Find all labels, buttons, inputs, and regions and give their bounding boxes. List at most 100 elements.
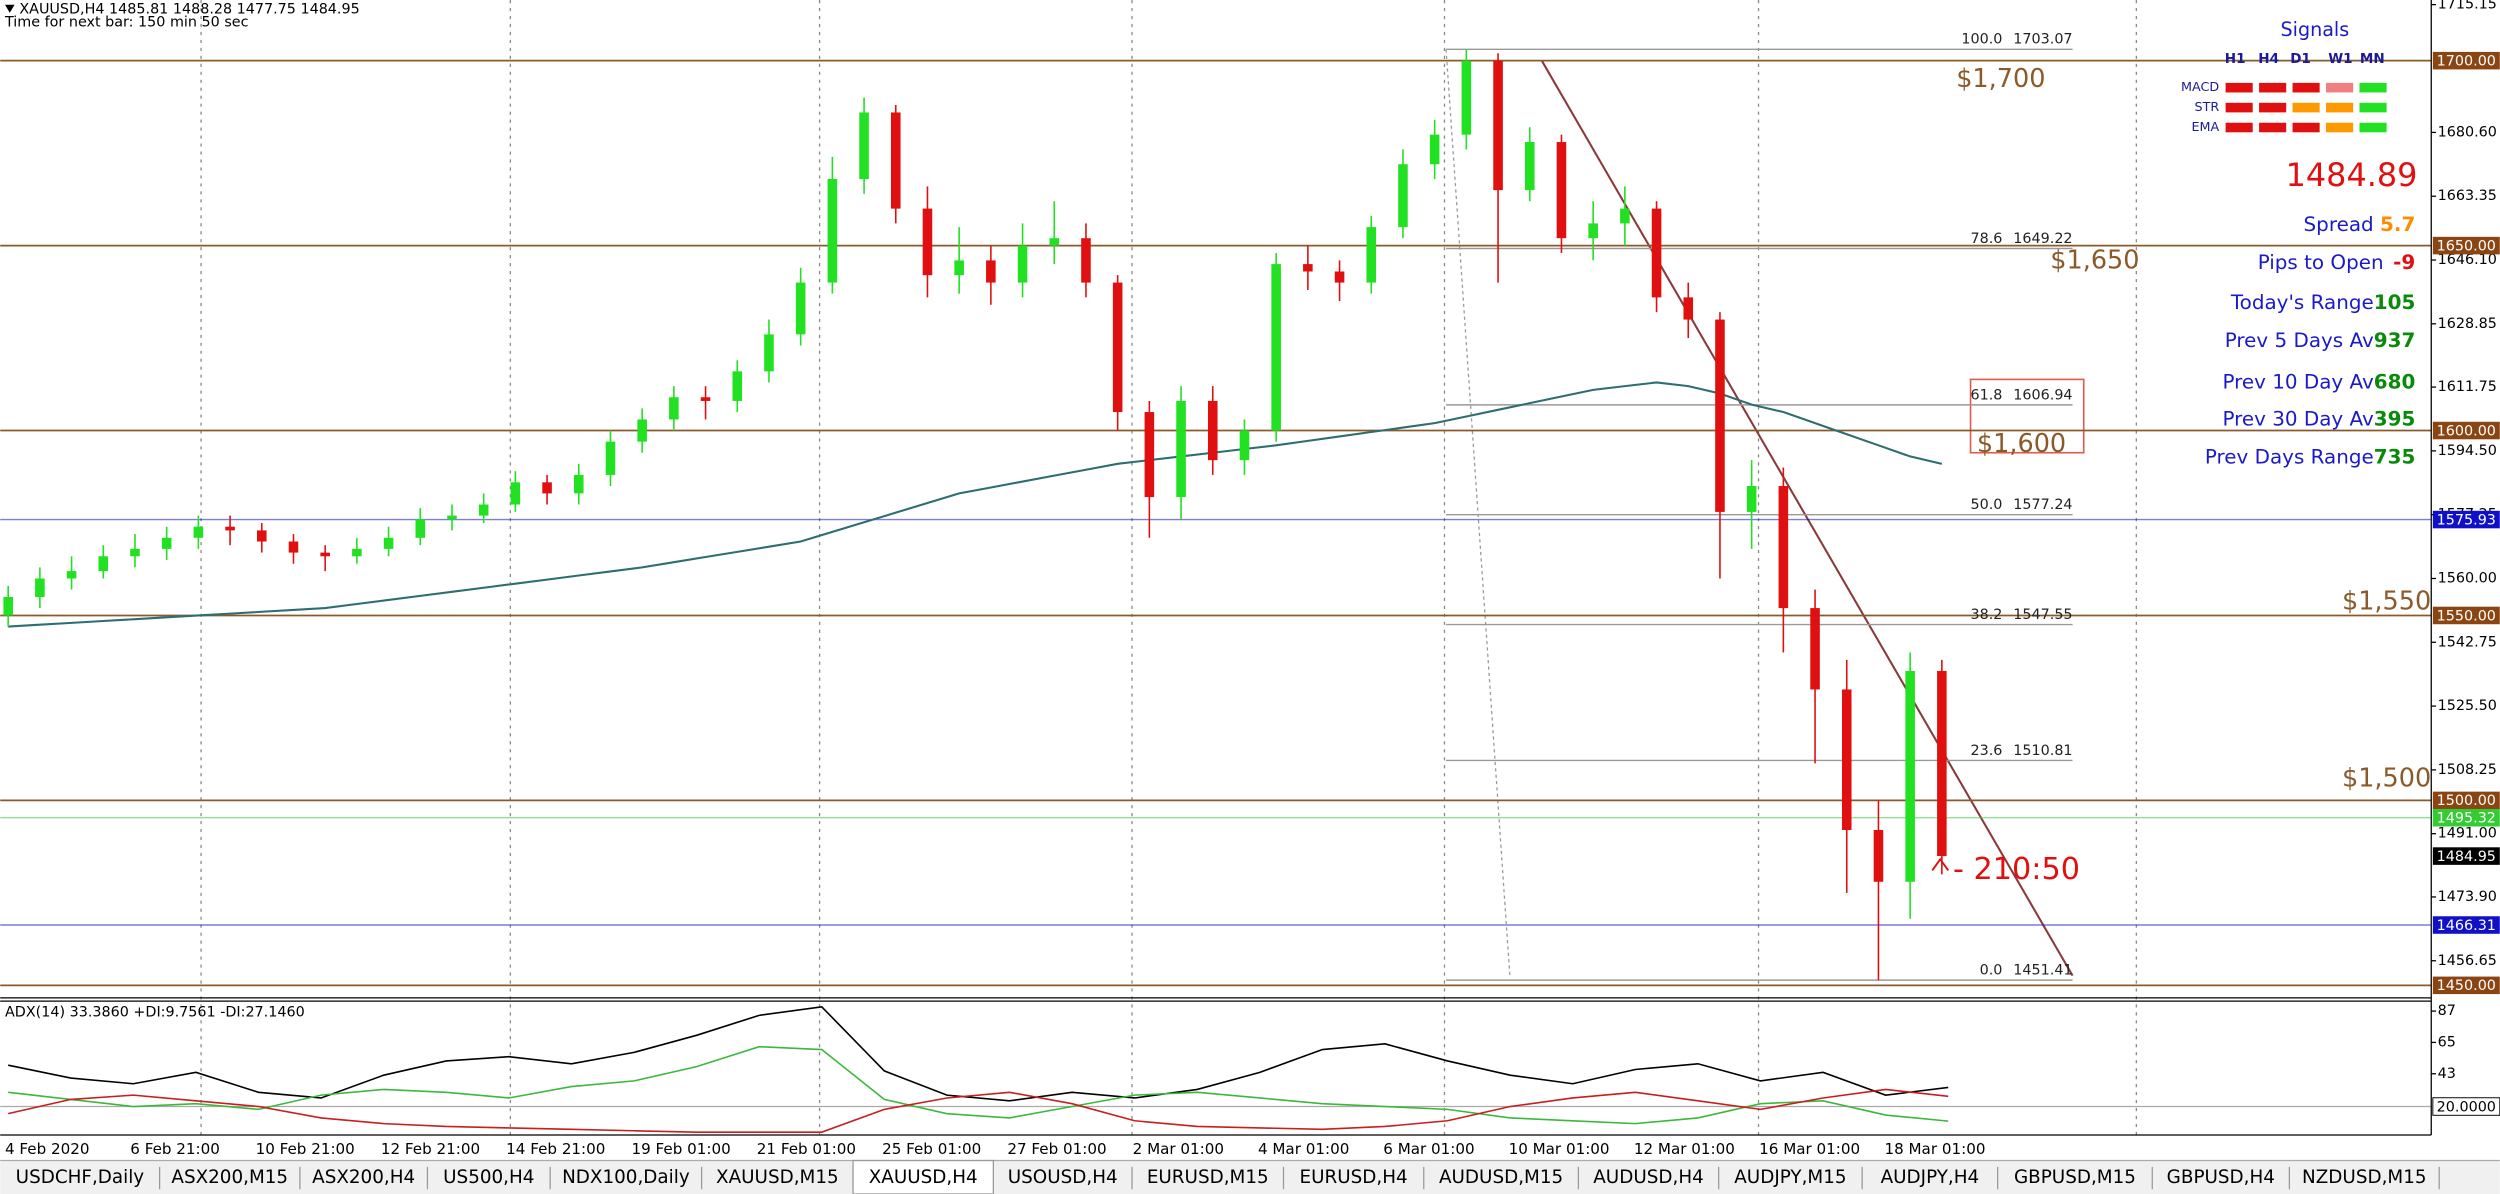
price-tag-label: 1700.00 xyxy=(2437,53,2496,69)
candle-body xyxy=(954,260,964,276)
bar-timer: Time for next bar: 150 min 50 sec xyxy=(4,14,249,30)
candle-body xyxy=(1905,670,1915,882)
bid-price: 1484.89 xyxy=(2286,156,2418,194)
tab[interactable]: GBPUSD,M15 xyxy=(2014,1167,2136,1188)
candle-body xyxy=(1334,271,1345,283)
signal-name: EMA xyxy=(2191,120,2219,135)
price-tag xyxy=(2432,510,2500,529)
info-value: 105 xyxy=(2374,290,2416,313)
tab[interactable]: NZDUSD,M15 xyxy=(2302,1167,2427,1188)
tab[interactable]: EURUSD,H4 xyxy=(1300,1167,1408,1188)
tab[interactable]: NDX100,Daily xyxy=(562,1167,690,1188)
tab[interactable]: ASX200,H4 xyxy=(312,1167,415,1188)
x-tick-label: 25 Feb 01:00 xyxy=(882,1140,981,1158)
candle-body xyxy=(986,260,996,283)
fib-price: 1547.55 xyxy=(2013,607,2072,623)
collapse-icon[interactable] xyxy=(4,4,15,13)
y-tick-label: 1456.65 xyxy=(2438,953,2497,969)
candle-body xyxy=(510,482,521,505)
fib-price: 1577.24 xyxy=(2013,497,2072,513)
y-tick-label: 1680.60 xyxy=(2438,124,2497,140)
tab[interactable]: XAUUSD,M15 xyxy=(716,1167,839,1188)
candle-body xyxy=(1017,245,1028,283)
info-line: Today's Range105 xyxy=(2230,290,2415,313)
info-label: Prev 30 Day Av xyxy=(2222,407,2373,430)
tab[interactable]: USOUSD,H4 xyxy=(1008,1167,1118,1188)
info-label: Prev 10 Day Av xyxy=(2222,370,2373,393)
candle-body xyxy=(98,556,109,572)
info-line: Prev Days Range735 xyxy=(2205,445,2415,468)
tab[interactable]: XAUUSD,H4 xyxy=(869,1167,978,1188)
tab[interactable]: ASX200,M15 xyxy=(171,1167,288,1188)
x-tick-label: 6 Mar 01:00 xyxy=(1383,1140,1474,1158)
candle-body xyxy=(732,371,743,401)
tab-active[interactable] xyxy=(852,1159,994,1194)
candle-body xyxy=(1112,282,1123,413)
period-separators xyxy=(200,0,2137,1136)
candle-body xyxy=(700,397,711,401)
candle-body xyxy=(1429,134,1440,165)
tab[interactable]: GBPUSD,H4 xyxy=(2167,1167,2275,1188)
tab[interactable]: AUDUSD,M15 xyxy=(1439,1167,1563,1188)
info-line: Spread 5.7 xyxy=(2304,212,2416,235)
signal-period: MN xyxy=(2360,51,2385,67)
info-label: Prev 5 Days Av xyxy=(2225,329,2374,352)
tab[interactable]: US500,H4 xyxy=(443,1167,534,1188)
y-tick-label: 65 xyxy=(2438,1034,2456,1050)
x-tick-label: 27 Feb 01:00 xyxy=(1007,1140,1106,1158)
candle-body xyxy=(415,519,426,538)
y-tick-label: 1542.75 xyxy=(2438,634,2497,650)
info-value: 937 xyxy=(2374,329,2416,352)
level-label: $1,500 xyxy=(2342,764,2431,794)
x-tick-label: 21 Feb 01:00 xyxy=(757,1140,856,1158)
signal-period: D1 xyxy=(2290,51,2311,67)
candle-body xyxy=(1810,608,1820,690)
candle-body xyxy=(447,515,457,520)
fib-ratio: 100.0 xyxy=(1961,32,2002,48)
candle-body xyxy=(669,397,679,420)
countdown: - 210:50 xyxy=(1953,852,2080,887)
candle-body xyxy=(922,208,933,276)
y-tick-label: 1491.00 xyxy=(2438,826,2497,842)
highlight-box xyxy=(1969,378,2085,454)
candle-body xyxy=(1366,227,1377,283)
candle-body xyxy=(320,552,330,557)
candle-body xyxy=(1239,430,1250,461)
tab[interactable]: USDCHF,Daily xyxy=(16,1167,145,1188)
signal-box xyxy=(2292,82,2320,93)
candle-body xyxy=(130,548,140,557)
signal-box xyxy=(2359,82,2387,93)
signal-box xyxy=(2259,122,2287,133)
candle-body xyxy=(1271,264,1281,431)
tab[interactable]: AUDJPY,H4 xyxy=(1881,1167,1980,1188)
signal-name: MACD xyxy=(2181,80,2219,95)
candle-body xyxy=(764,334,774,372)
price-tag-label: 1550.00 xyxy=(2437,608,2496,624)
candle-body xyxy=(1873,829,1884,882)
price-tag-label: 1500.00 xyxy=(2437,793,2496,809)
info-value: -9 xyxy=(2393,251,2415,274)
fib-price: 1703.07 xyxy=(2013,32,2072,48)
signal-name: STR xyxy=(2194,100,2219,115)
signal-box xyxy=(2259,102,2287,113)
info-value: 395 xyxy=(2374,407,2416,430)
candle-body xyxy=(1493,60,1503,191)
candle-body xyxy=(1841,689,1852,830)
signal-box xyxy=(2359,102,2387,113)
y-tick-label: 1508.25 xyxy=(2438,762,2497,778)
tab[interactable]: AUDJPY,M15 xyxy=(1734,1167,1846,1188)
tab[interactable]: AUDUSD,H4 xyxy=(1593,1167,1704,1188)
y-tick-label: 1628.85 xyxy=(2438,316,2497,332)
signal-period: H1 xyxy=(2225,51,2246,67)
indicator-line xyxy=(7,1088,1949,1133)
fib-price: 1451.41 xyxy=(2013,963,2072,979)
tab-bar xyxy=(0,1160,2500,1194)
y-tick-label: 43 xyxy=(2438,1066,2456,1082)
candle-body xyxy=(1746,486,1757,512)
signal-period: H4 xyxy=(2258,51,2279,67)
candle-body xyxy=(573,474,584,494)
tab[interactable]: EURUSD,M15 xyxy=(1147,1167,1269,1188)
candle-body xyxy=(827,179,838,283)
signal-period: W1 xyxy=(2328,51,2352,67)
